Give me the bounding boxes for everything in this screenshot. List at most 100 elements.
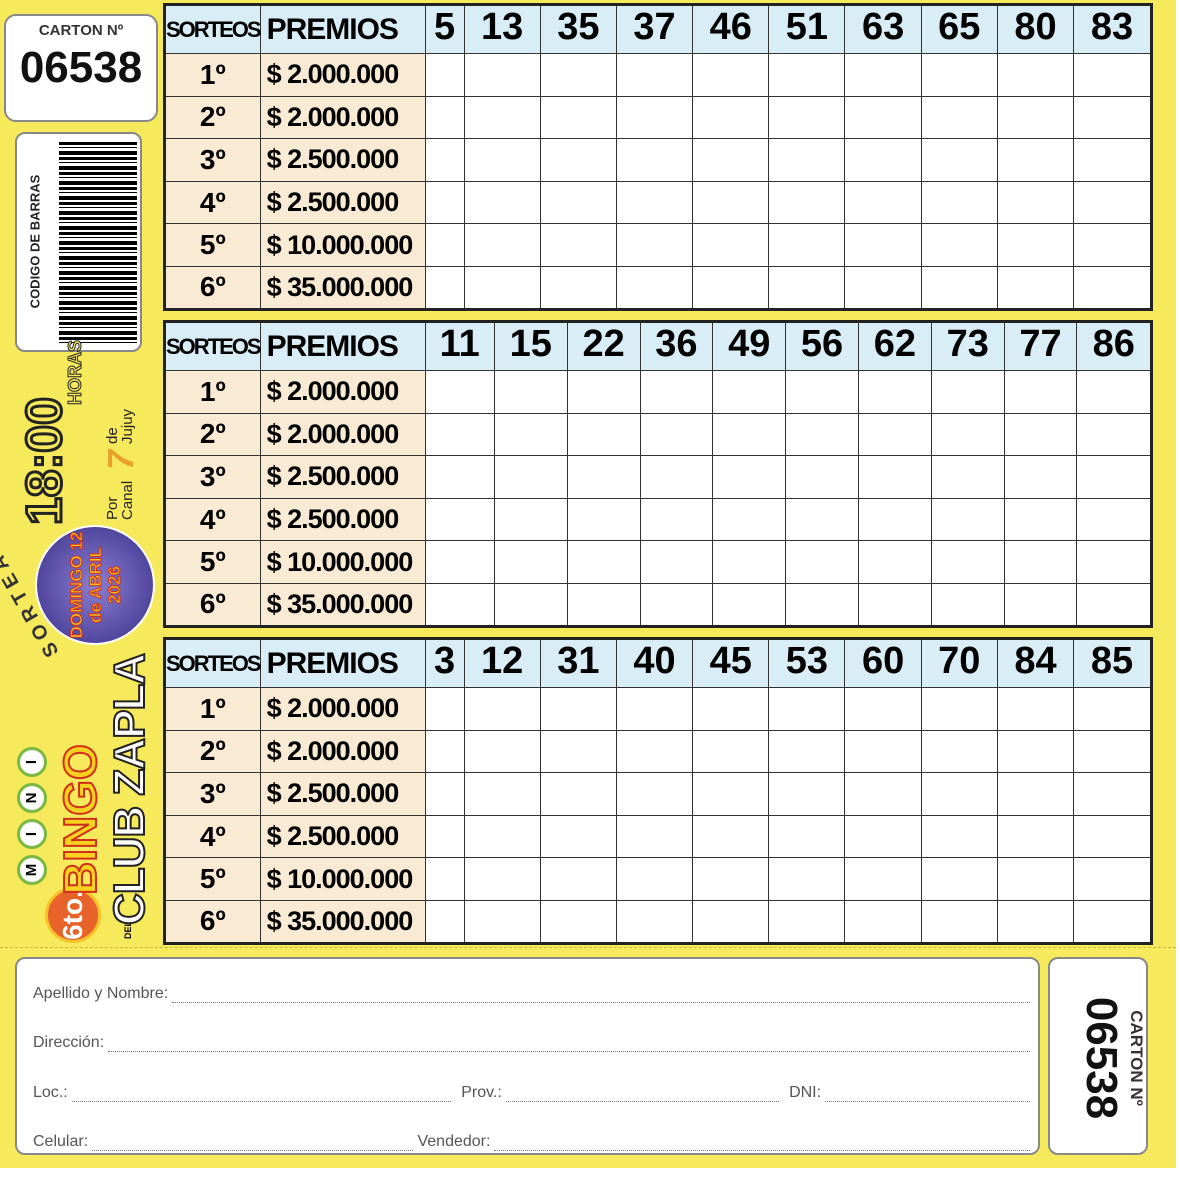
mark-cell[interactable] [768,138,846,182]
mark-cell[interactable] [996,180,1075,225]
mark-cell[interactable] [1003,540,1078,584]
mark-cell[interactable] [768,814,846,859]
mark-cell[interactable] [768,95,846,140]
mark-cell[interactable] [1073,814,1152,859]
mark-cell[interactable] [539,180,617,225]
mark-cell[interactable] [712,455,787,499]
mark-cell[interactable] [768,729,846,774]
mark-cell[interactable] [539,223,617,267]
mark-cell[interactable] [785,412,859,457]
prov-field[interactable] [505,1088,780,1102]
mark-cell[interactable] [844,53,922,97]
loc-field[interactable] [71,1088,452,1102]
mark-cell[interactable] [996,772,1075,816]
mark-cell[interactable] [920,223,998,267]
mark-cell[interactable] [615,53,694,97]
mark-cell[interactable] [996,53,1075,97]
mark-cell[interactable] [692,53,770,97]
mark-cell[interactable] [615,265,694,310]
mark-cell[interactable] [920,138,998,182]
mark-cell[interactable] [463,180,541,225]
mark-cell[interactable] [785,370,859,414]
mark-cell[interactable] [1073,95,1152,140]
mark-cell[interactable] [539,857,617,901]
mark-cell[interactable] [424,370,495,414]
mark-cell[interactable] [463,687,541,731]
mark-cell[interactable] [424,582,495,627]
mark-cell[interactable] [768,223,846,267]
mark-cell[interactable] [844,95,922,140]
mark-cell[interactable] [424,857,465,901]
mark-cell[interactable] [493,582,568,627]
mark-cell[interactable] [857,582,932,627]
mark-cell[interactable] [930,497,1005,542]
mark-cell[interactable] [1003,497,1078,542]
mark-cell[interactable] [1073,223,1152,267]
mark-cell[interactable] [539,687,617,731]
mark-cell[interactable] [857,540,932,584]
mark-cell[interactable] [996,814,1075,859]
mark-cell[interactable] [692,899,770,944]
mark-cell[interactable] [996,95,1075,140]
mark-cell[interactable] [615,138,694,182]
mark-cell[interactable] [844,265,922,310]
dni-field[interactable] [825,1088,1030,1102]
mark-cell[interactable] [768,899,846,944]
mark-cell[interactable] [1076,582,1152,627]
mark-cell[interactable] [844,899,922,944]
mark-cell[interactable] [539,265,617,310]
mark-cell[interactable] [785,497,859,542]
mark-cell[interactable] [1003,455,1078,499]
mark-cell[interactable] [463,899,541,944]
mark-cell[interactable] [712,497,787,542]
mark-cell[interactable] [920,729,998,774]
phone-field[interactable] [92,1137,414,1151]
mark-cell[interactable] [996,729,1075,774]
mark-cell[interactable] [785,540,859,584]
mark-cell[interactable] [712,582,787,627]
mark-cell[interactable] [566,370,641,414]
mark-cell[interactable] [539,729,617,774]
mark-cell[interactable] [692,180,770,225]
mark-cell[interactable] [639,540,714,584]
mark-cell[interactable] [615,814,694,859]
mark-cell[interactable] [424,540,495,584]
mark-cell[interactable] [930,540,1005,584]
mark-cell[interactable] [930,455,1005,499]
mark-cell[interactable] [1076,497,1152,542]
mark-cell[interactable] [785,582,859,627]
mark-cell[interactable] [857,370,932,414]
mark-cell[interactable] [996,857,1075,901]
mark-cell[interactable] [566,497,641,542]
mark-cell[interactable] [566,582,641,627]
mark-cell[interactable] [615,687,694,731]
mark-cell[interactable] [424,138,465,182]
mark-cell[interactable] [424,95,465,140]
mark-cell[interactable] [566,455,641,499]
mark-cell[interactable] [1073,265,1152,310]
mark-cell[interactable] [857,455,932,499]
mark-cell[interactable] [857,497,932,542]
mark-cell[interactable] [930,370,1005,414]
mark-cell[interactable] [844,687,922,731]
mark-cell[interactable] [1076,540,1152,584]
mark-cell[interactable] [493,455,568,499]
mark-cell[interactable] [1003,370,1078,414]
mark-cell[interactable] [844,223,922,267]
mark-cell[interactable] [768,857,846,901]
mark-cell[interactable] [615,180,694,225]
mark-cell[interactable] [424,772,465,816]
mark-cell[interactable] [844,729,922,774]
mark-cell[interactable] [424,497,495,542]
mark-cell[interactable] [768,772,846,816]
mark-cell[interactable] [844,180,922,225]
mark-cell[interactable] [1073,687,1152,731]
mark-cell[interactable] [424,223,465,267]
mark-cell[interactable] [1073,180,1152,225]
mark-cell[interactable] [930,582,1005,627]
mark-cell[interactable] [920,899,998,944]
mark-cell[interactable] [1073,138,1152,182]
mark-cell[interactable] [424,687,465,731]
mark-cell[interactable] [844,857,922,901]
mark-cell[interactable] [920,814,998,859]
